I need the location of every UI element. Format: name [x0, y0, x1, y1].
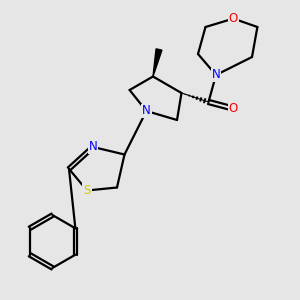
Text: O: O: [229, 12, 238, 25]
Text: N: N: [142, 104, 151, 118]
Text: O: O: [229, 102, 238, 115]
Text: N: N: [88, 140, 98, 154]
Text: S: S: [83, 184, 91, 197]
Text: N: N: [212, 68, 220, 82]
Polygon shape: [153, 49, 162, 76]
